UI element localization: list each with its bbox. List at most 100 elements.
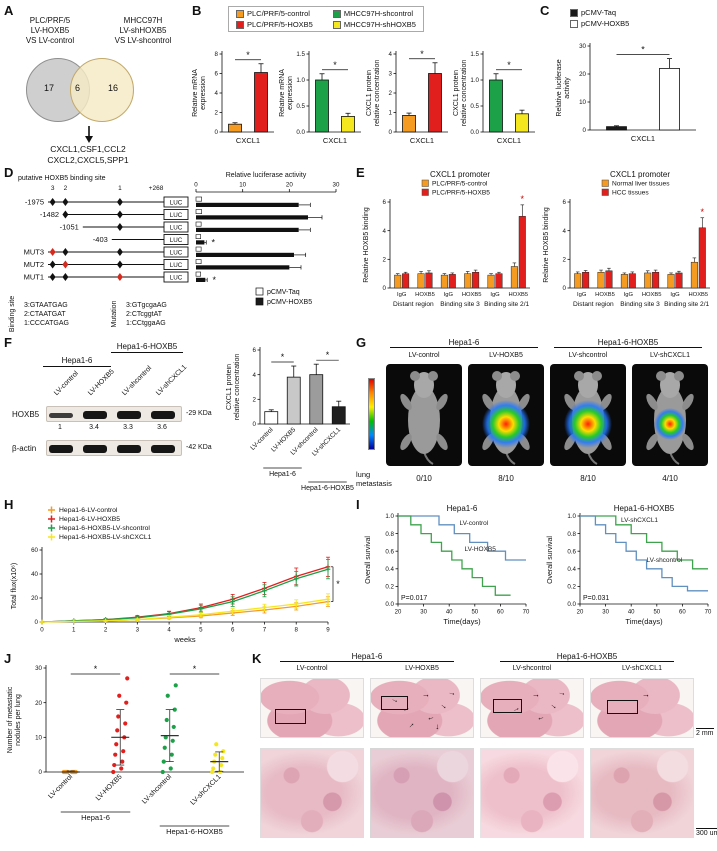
band-quantification: 3.4 (89, 424, 99, 431)
metastasis-count: 4/10 (662, 474, 678, 483)
mutated-binding-site (49, 248, 56, 256)
y-tick-label: 60 (31, 547, 38, 554)
metastasis-count: 0/10 (416, 474, 432, 483)
y-tick-label: 4 (253, 372, 257, 379)
mutation-sequence: 2:CTcggtAT (126, 311, 163, 318)
x-tick-label: 30 (420, 610, 427, 616)
diagram-header: putative HOXB5 binding site (18, 175, 106, 182)
legend-label: Hepa1-6-LV-control (59, 507, 118, 514)
plus268-label: +268 (149, 185, 164, 192)
chart-protein-mhcc: 0.0 0.5 1.0 1.5 CXCL1 protein relative concen… (453, 51, 535, 145)
blot-band (49, 445, 73, 453)
x-tick-label: IgG (397, 292, 407, 298)
y-tick-label: 0 (253, 421, 257, 428)
x-tick-label: 70 (705, 610, 712, 616)
histology-zoom-image (480, 748, 584, 838)
binding-site-diamond (62, 210, 69, 219)
x-tick-label: 50 (471, 610, 478, 616)
legend-label: MHCC97H-shHOXB5 (343, 20, 416, 29)
bar (644, 272, 652, 289)
x-axis-label: weeks (173, 635, 196, 644)
site-number: 1 (118, 185, 122, 192)
luc-label: LUC (170, 249, 183, 256)
bar (417, 273, 425, 289)
legend-item: PLC/PRF/5-HOXB5 (236, 20, 313, 29)
blot-band (151, 411, 175, 419)
x-tick-label: HOXB5 (462, 292, 482, 298)
series-line (41, 568, 329, 623)
site-number: 2 (64, 185, 68, 192)
x-tick-label: 7 (263, 627, 267, 634)
bar (628, 273, 636, 289)
data-point (218, 769, 223, 775)
promoter-construct-diagram: putative HOXB5 binding site 3 2 1 +268 Relati… (9, 172, 340, 332)
legend-swatch (601, 179, 609, 187)
mouse-drawing (646, 371, 694, 465)
data-point (165, 693, 170, 698)
significance-star: * (333, 60, 337, 70)
data-point (125, 676, 130, 681)
luc-label: LUC (170, 224, 183, 231)
construct-label: MUT3 (24, 248, 44, 257)
column-label: LV-shcontrol (512, 665, 552, 672)
legend-item: pCMV-Taq (570, 8, 629, 17)
x-tick-label: 10 (239, 182, 246, 189)
bioluminescence-signal (482, 400, 530, 448)
legend-label: Hepa1-6-HOXB5-LV-shcontrol (59, 525, 150, 532)
chart-mrna-plc: 0 2 4 6 8 Relative mRNA expression * CXCL1 (192, 50, 274, 145)
y-tick-label: 1.5 (296, 51, 305, 58)
y-tick-label: 0.2 (567, 584, 576, 591)
significance-star: * (193, 664, 197, 674)
blot-target-actin: β-actin (12, 444, 37, 453)
western-blot: Hepa1-6 Hepa1-6-HOXB5 LV-control LV-HOXB… (12, 340, 226, 496)
data-point (172, 707, 177, 712)
bar (331, 406, 346, 425)
legend-column: MHCC97H-shcontrol MHCC97H-shHOXB5 (332, 9, 416, 29)
legend-swatch (421, 188, 429, 196)
column-label: LV-shCXCL1 (650, 352, 690, 359)
data-point (214, 742, 219, 747)
blot-group-hepa16: Hepa1-6 (43, 356, 111, 367)
data-point (211, 766, 216, 771)
y-axis-label: CXCL1 protein (453, 70, 460, 116)
bar (518, 216, 526, 289)
inset-rectangle (275, 709, 306, 725)
y-tick-label: 0.0 (470, 129, 479, 136)
legend-label: pCMV-HOXB5 (581, 19, 630, 28)
x-tick-label: LV-shCXCL1 (189, 773, 222, 806)
bar (402, 273, 410, 289)
group-header-hepa16: Hepa1-6 (390, 338, 538, 348)
data-point (163, 735, 168, 740)
significance-star: * (507, 60, 511, 70)
legend-swatch (236, 9, 244, 18)
group-label: Distant region (393, 301, 434, 308)
bar (605, 270, 613, 289)
binding-site-block-label: Binding site (9, 296, 16, 332)
construct-label: MUT2 (24, 260, 44, 269)
lane-label: LV-shCXCL1 (155, 363, 189, 397)
panel-c: C pCMV-Taq pCMV-HOXB5 0 10 20 30 Relative lu… (540, 3, 716, 166)
series-label: LV-control (459, 520, 488, 527)
caption-line: LV-HOXB5 (30, 26, 70, 35)
significance-star: * (281, 352, 285, 362)
legend-item: MHCC97H-shHOXB5 (332, 20, 416, 29)
chart-mrna-mhcc: 0.0 0.5 1.0 1.5 Relative mRNA expression * CXCL… (279, 51, 361, 145)
mutated-binding-site (62, 260, 69, 269)
y-tick-label: 2 (383, 257, 387, 264)
y-axis-label: relative concentration (374, 60, 381, 127)
blot-strip-hoxb5 (46, 406, 182, 422)
y-tick-label: 1 (389, 110, 393, 117)
bar (487, 274, 495, 289)
construct-label: -1051 (60, 223, 79, 232)
group-header-hepa16-hoxb5: Hepa1-6-HOXB5 (554, 338, 702, 348)
chart-chip-tissues: 0 2 4 6 Relative HOXB5 binding CXCL1 promoter… (543, 170, 710, 308)
data-point (120, 759, 125, 764)
data-point (112, 762, 117, 768)
y-tick-label: 0.8 (567, 531, 576, 538)
luc-box (163, 246, 189, 258)
scale-bar-300um: 300 um (696, 828, 717, 837)
y-axis-label: nodules per lung (15, 694, 22, 746)
bar-hoxb5 (196, 215, 308, 220)
molecular-weight-label: -42 KDa (186, 444, 212, 451)
lane-label: LV-control (53, 370, 80, 397)
